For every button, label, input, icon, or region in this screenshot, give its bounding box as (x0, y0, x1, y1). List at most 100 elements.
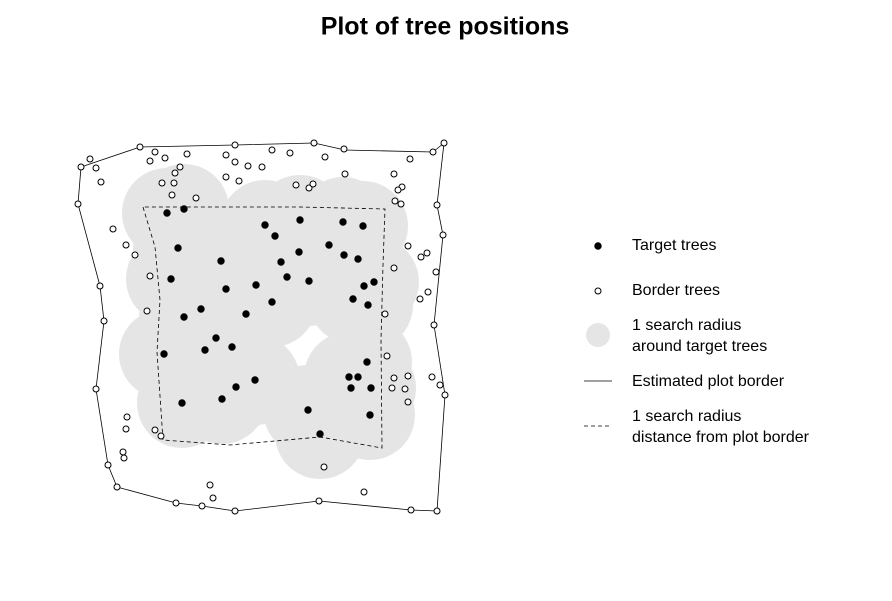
target-tree (367, 384, 375, 392)
border-tree (170, 179, 178, 187)
border-tree (151, 148, 159, 156)
border-tree (77, 163, 85, 171)
target-tree (345, 373, 353, 381)
target-tree (305, 277, 313, 285)
border-tree (183, 150, 191, 158)
border-tree (104, 461, 112, 469)
legend-marker (594, 242, 602, 250)
border-tree (391, 197, 399, 205)
border-tree (198, 502, 206, 510)
border-tree (360, 488, 368, 496)
target-tree (360, 282, 368, 290)
border-tree (309, 180, 317, 188)
legend: Target trees Border trees 1 search radius a… (584, 237, 810, 446)
border-tree (430, 321, 438, 329)
border-tree (390, 170, 398, 178)
border-tree (404, 398, 412, 406)
border-tree (151, 426, 159, 434)
legend-label: Target trees (632, 237, 716, 254)
target-tree (340, 251, 348, 259)
target-tree (283, 273, 291, 281)
border-tree (310, 139, 318, 147)
border-tree (432, 268, 440, 276)
target-tree (354, 373, 362, 381)
legend-marker (586, 323, 610, 347)
border-tree (258, 163, 266, 171)
border-tree (381, 310, 389, 318)
border-tree (231, 507, 239, 515)
border-tree (119, 448, 127, 456)
border-tree (92, 385, 100, 393)
target-tree (347, 384, 355, 392)
border-tree (74, 200, 82, 208)
border-tree (404, 242, 412, 250)
border-tree (176, 163, 184, 171)
border-tree (158, 179, 166, 187)
chart-title: Plot of tree positions (321, 13, 570, 41)
border-tree (320, 463, 328, 471)
border-tree (113, 483, 121, 491)
target-tree (359, 222, 367, 230)
legend-label: distance from plot border (632, 429, 810, 446)
border-tree (100, 317, 108, 325)
target-tree (218, 395, 226, 403)
border-tree (417, 253, 425, 261)
border-tree (146, 272, 154, 280)
target-tree (295, 248, 303, 256)
border-tree (231, 141, 239, 149)
border-tree (383, 352, 391, 360)
border-tree (192, 194, 200, 202)
target-tree (212, 334, 220, 342)
target-tree (304, 406, 312, 414)
border-tree (209, 494, 217, 502)
border-tree (92, 164, 100, 172)
target-tree (366, 411, 374, 419)
border-tree (122, 425, 130, 433)
border-tree (401, 385, 409, 393)
border-tree (131, 251, 139, 259)
target-tree (174, 244, 182, 252)
border-tree (97, 178, 105, 186)
border-tree (424, 288, 432, 296)
target-tree (316, 430, 324, 438)
border-tree (146, 157, 154, 165)
border-tree (168, 191, 176, 199)
border-tree (172, 499, 180, 507)
target-tree (339, 218, 347, 226)
border-tree (423, 249, 431, 257)
border-tree (86, 155, 94, 163)
border-tree (441, 391, 449, 399)
border-tree (171, 169, 179, 177)
legend-label: around target trees (632, 338, 767, 355)
target-tree (167, 275, 175, 283)
target-tree (271, 232, 279, 240)
border-tree (122, 241, 130, 249)
border-tree (120, 454, 128, 462)
legend-label: 1 search radius (632, 408, 741, 425)
border-tree (397, 200, 405, 208)
border-tree (428, 373, 436, 381)
border-tree (123, 413, 131, 421)
plot-border (77, 142, 446, 512)
legend-marker (594, 287, 602, 295)
border-tree (235, 177, 243, 185)
border-tree (388, 384, 396, 392)
target-tree (277, 258, 285, 266)
border-tree (407, 506, 415, 514)
legend-label: 1 search radius (632, 317, 741, 334)
border-tree (136, 143, 144, 151)
border-tree (244, 162, 252, 170)
border-tree (439, 231, 447, 239)
border-tree (222, 151, 230, 159)
target-tree (251, 376, 259, 384)
border-tree (390, 264, 398, 272)
border-tree (96, 282, 104, 290)
target-tree (232, 383, 240, 391)
border-tree (321, 153, 329, 161)
target-tree (370, 278, 378, 286)
target-tree (296, 216, 304, 224)
border-tree (429, 148, 437, 156)
target-tree (252, 281, 260, 289)
border-tree (268, 146, 276, 154)
